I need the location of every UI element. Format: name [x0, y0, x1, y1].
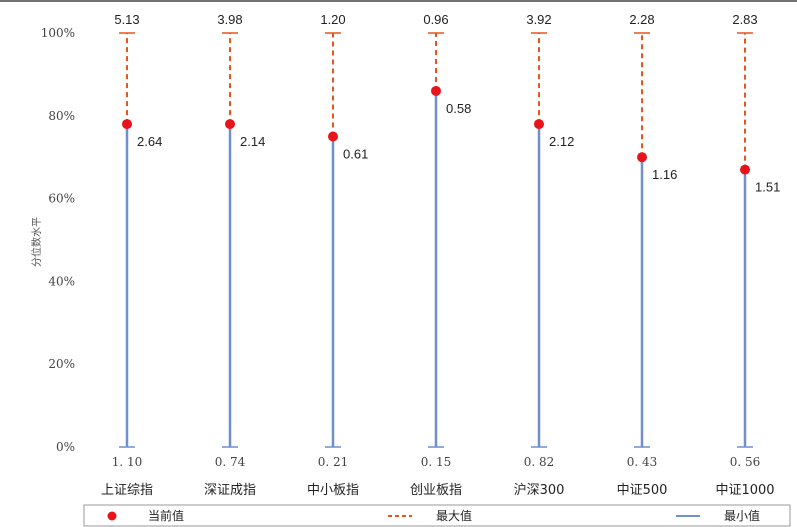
current-value-label: 2.12 — [549, 134, 574, 149]
min-value-label: 0. 74 — [215, 455, 246, 469]
min-value-label: 0. 56 — [730, 455, 761, 469]
category-label: 中小板指 — [307, 483, 359, 498]
current-value-label: 1.16 — [652, 167, 677, 182]
current-value-label: 2.14 — [240, 134, 265, 149]
category-label: 沪深300 — [514, 482, 565, 498]
legend-current-marker — [107, 511, 117, 521]
min-value-label: 0. 82 — [524, 455, 555, 469]
min-value-label: 1. 10 — [112, 455, 143, 469]
current-value-label: 1.51 — [755, 180, 780, 195]
current-value-dot — [122, 119, 132, 130]
category-label: 创业板指 — [410, 483, 462, 498]
legend-max-label: 最大值 — [436, 508, 472, 523]
current-value-dot — [431, 85, 441, 96]
max-value-label: 3.98 — [217, 12, 242, 27]
y-tick-label: 0% — [56, 440, 75, 454]
min-value-label: 0. 15 — [421, 455, 452, 469]
plot-area: 5.13 2.64 1. 10 上证综指 3.98 2.14 0. 74 深证成指 1.20 0.… — [101, 12, 780, 498]
current-value-label: 2.64 — [137, 134, 162, 149]
y-tick-label: 40% — [48, 274, 75, 288]
y-tick-label: 100% — [41, 26, 75, 40]
legend-frame — [83, 504, 791, 527]
max-value-label: 0.96 — [423, 12, 448, 27]
legend-current-label: 当前值 — [148, 508, 184, 523]
legend-min-label: 最小值 — [724, 508, 760, 523]
y-tick-label: 80% — [48, 109, 75, 123]
category-label: 深证成指 — [204, 483, 256, 498]
legend: 当前值 最大值 最小值 — [83, 504, 791, 527]
min-value-label: 0. 43 — [627, 455, 658, 469]
y-tick-label: 20% — [48, 357, 75, 371]
current-value-label: 0.58 — [446, 101, 471, 116]
category-label: 上证综指 — [101, 483, 153, 498]
max-value-label: 1.20 — [320, 12, 345, 27]
category-label: 中证1000 — [715, 483, 774, 498]
max-value-label: 2.28 — [629, 12, 654, 27]
max-value-label: 3.92 — [526, 12, 551, 27]
y-tick-label: 60% — [48, 192, 75, 206]
max-value-label: 5.13 — [114, 12, 139, 27]
max-value-label: 2.83 — [732, 12, 757, 27]
current-value-dot — [534, 119, 544, 130]
current-value-dot — [740, 164, 750, 175]
min-value-label: 0. 21 — [318, 455, 349, 469]
y-axis-label: 分位数水平 — [30, 217, 43, 267]
current-value-label: 0.61 — [343, 147, 368, 162]
current-value-dot — [328, 131, 338, 142]
category-label: 中证500 — [617, 483, 668, 498]
current-value-dot — [637, 152, 647, 163]
y-axis: 0% 20% 40% 60% 80% 100% — [41, 26, 75, 454]
current-value-dot — [225, 119, 235, 130]
